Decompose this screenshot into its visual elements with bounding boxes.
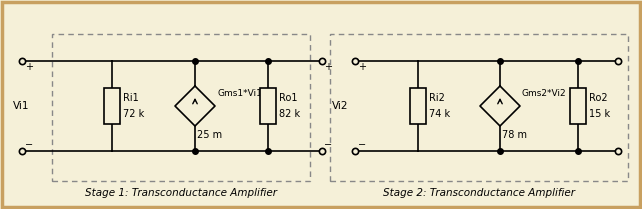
Bar (410, 88, 426, 124)
Text: Vi2: Vi2 (332, 101, 348, 111)
Text: Ro1: Ro1 (279, 93, 297, 103)
Text: 72 k: 72 k (123, 109, 144, 119)
Text: Vi1: Vi1 (13, 101, 30, 111)
Text: −: − (25, 140, 33, 150)
Text: 82 k: 82 k (279, 109, 300, 119)
Text: 15 k: 15 k (589, 109, 610, 119)
Bar (52, 34, 310, 181)
Bar (570, 88, 586, 124)
Text: Ri2: Ri2 (429, 93, 445, 103)
Text: −: − (358, 140, 366, 150)
Text: Gms1*Vi1: Gms1*Vi1 (217, 89, 262, 98)
Text: Ro2: Ro2 (589, 93, 607, 103)
Text: Stage 1: Transconductance Amplifier: Stage 1: Transconductance Amplifier (85, 188, 277, 198)
Bar (260, 88, 276, 124)
Text: 25 m: 25 m (197, 130, 222, 140)
Text: −: − (324, 140, 332, 150)
Bar (104, 88, 120, 124)
Text: +: + (324, 62, 332, 72)
Text: 74 k: 74 k (429, 109, 450, 119)
Text: Gms2*Vi2: Gms2*Vi2 (522, 89, 567, 98)
Text: +: + (358, 62, 366, 72)
Bar (330, 34, 628, 181)
Text: 78 m: 78 m (502, 130, 527, 140)
Text: Ri1: Ri1 (123, 93, 139, 103)
Text: +: + (25, 62, 33, 72)
Text: Stage 2: Transconductance Amplifier: Stage 2: Transconductance Amplifier (383, 188, 575, 198)
